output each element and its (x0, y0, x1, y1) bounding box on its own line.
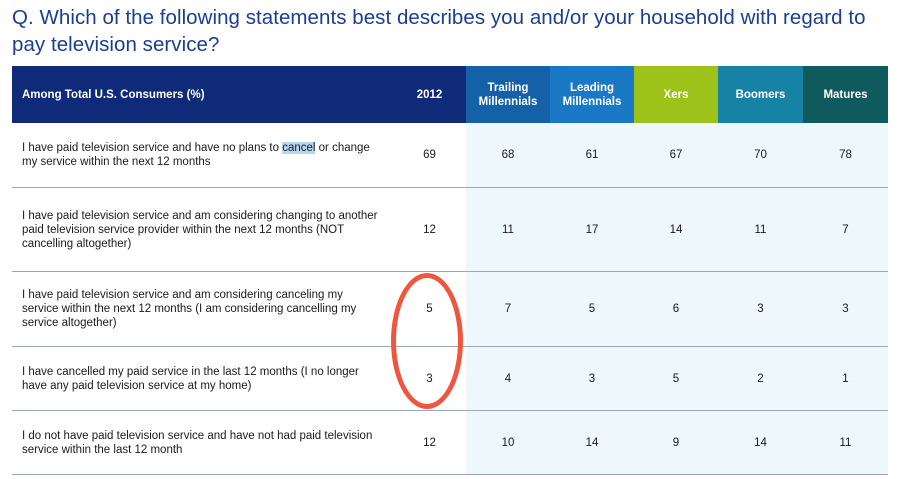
cell-matures: 7 (803, 187, 888, 272)
question-title: Q. Which of the following statements bes… (12, 6, 866, 56)
cell-boomers: 3 (718, 271, 803, 347)
header-2012: 2012 (393, 66, 466, 123)
cell-trailing-millennials: 7 (466, 271, 550, 347)
cell-matures: 3 (803, 271, 888, 347)
cell-trailing-millennials: 4 (466, 346, 550, 411)
cell-xers: 67 (634, 123, 718, 188)
highlighted-word: cancel (282, 142, 316, 154)
cell-boomers: 14 (718, 410, 803, 475)
cell-matures: 11 (803, 410, 888, 475)
row-statement: I have paid television service and am co… (12, 271, 393, 347)
cell-xers: 6 (634, 271, 718, 347)
cell-leading-millennials: 17 (550, 187, 634, 272)
header-xers: Xers (634, 66, 718, 123)
cell-leading-millennials: 5 (550, 271, 634, 347)
cell-trailing-millennials: 11 (466, 187, 550, 272)
cell-leading-millennials: 14 (550, 410, 634, 475)
statement-text: I have paid television service and have … (22, 142, 283, 154)
survey-results-table: Among Total U.S. Consumers (%) 2012 Trai… (12, 66, 888, 475)
cell-matures: 1 (803, 346, 888, 411)
cell-xers: 9 (634, 410, 718, 475)
table-row: I have paid television service and am co… (12, 187, 888, 272)
cell-boomers: 2 (718, 346, 803, 411)
table-row: I do not have paid television service an… (12, 410, 888, 475)
cell-2012: 12 (393, 410, 466, 475)
header-boomers: Boomers (718, 66, 803, 123)
table-row: I have paid television service and have … (12, 123, 888, 188)
header-statement: Among Total U.S. Consumers (%) (12, 66, 393, 123)
cell-2012: 69 (393, 123, 466, 188)
cell-trailing-millennials: 10 (466, 410, 550, 475)
table-row: I have cancelled my paid service in the … (12, 346, 888, 411)
row-statement: I have cancelled my paid service in the … (12, 346, 393, 411)
cell-2012: 12 (393, 187, 466, 272)
cell-2012: 5 (393, 271, 466, 347)
cell-boomers: 11 (718, 187, 803, 272)
cell-leading-millennials: 61 (550, 123, 634, 188)
header-trailing-millennials: Trailing Millennials (466, 66, 550, 123)
table-row: I have paid television service and am co… (12, 271, 888, 347)
cell-matures: 78 (803, 123, 888, 188)
cell-xers: 14 (634, 187, 718, 272)
cell-xers: 5 (634, 346, 718, 411)
cell-trailing-millennials: 68 (466, 123, 550, 188)
row-statement: I have paid television service and have … (12, 123, 393, 188)
header-matures: Matures (803, 66, 888, 123)
cell-boomers: 70 (718, 123, 803, 188)
statement-text: or change my service within the next 12 … (22, 142, 370, 168)
cell-leading-millennials: 3 (550, 346, 634, 411)
table-header-row: Among Total U.S. Consumers (%) 2012 Trai… (12, 66, 888, 123)
row-statement: I do not have paid television service an… (12, 410, 393, 475)
header-leading-millennials: Leading Millennials (550, 66, 634, 123)
cell-2012: 3 (393, 346, 466, 411)
row-statement: I have paid television service and am co… (12, 187, 393, 272)
